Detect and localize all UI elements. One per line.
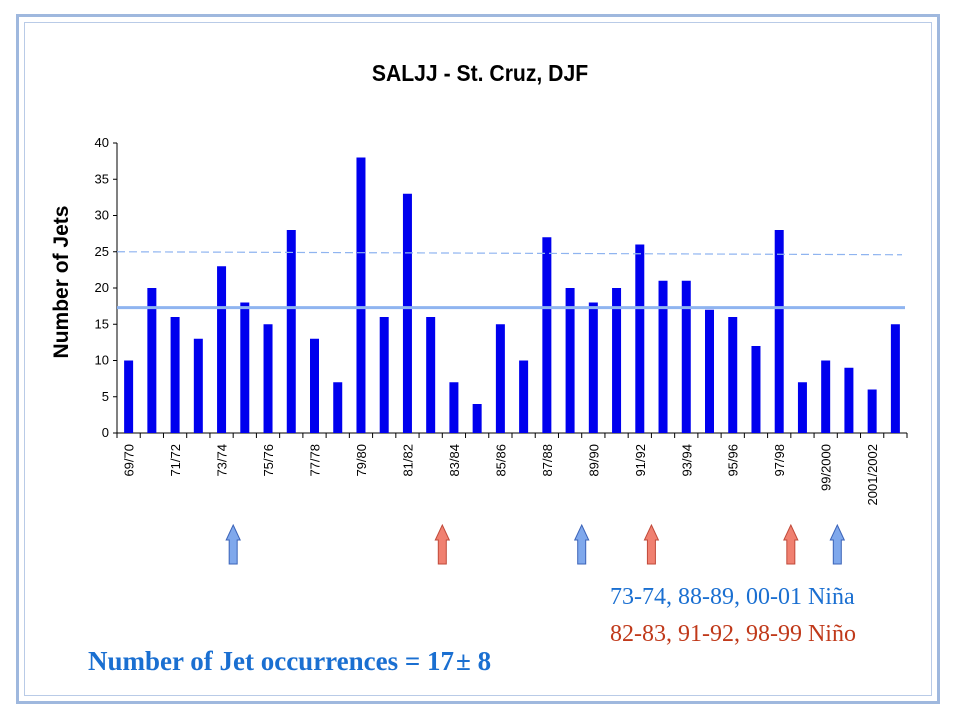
bar-95-96 [728, 317, 738, 433]
bar-90-91 [612, 288, 622, 433]
nino-legend-text: 82-83, 91-92, 98-99 Niño [610, 621, 856, 647]
bar-86-87 [519, 360, 529, 433]
bar-91-92 [635, 244, 645, 433]
bar-97-98 [774, 230, 784, 433]
bar-88-89 [565, 288, 575, 433]
x-tick-label: 73/74 [215, 444, 230, 477]
chart-title: SALJJ - St. Cruz, DJF [371, 60, 589, 86]
x-tick-label: 83/84 [447, 444, 462, 477]
bar-80-81 [379, 317, 389, 433]
upper-threshold-line [116, 251, 903, 256]
bar-93-94 [681, 280, 691, 433]
x-tick-label: 97/98 [772, 444, 787, 477]
nino-arrow-icon [643, 523, 660, 565]
bar-85-86 [495, 324, 505, 433]
x-tick-label: 77/78 [308, 444, 323, 477]
bar-77-78 [310, 338, 319, 433]
bar-73-74 [217, 266, 227, 433]
x-tick-label: 99/2000 [819, 444, 834, 491]
x-tick-label: 91/92 [633, 444, 648, 477]
bar-76-77 [286, 230, 296, 433]
nino-arrow-icon [434, 523, 451, 565]
plus-minus-sign: ± [456, 646, 471, 676]
x-tick-label: 89/90 [586, 444, 601, 477]
bar-94-95 [705, 309, 714, 433]
bar-69-70 [124, 360, 134, 433]
x-tick-label: 87/88 [540, 444, 555, 477]
y-tick-label: 20 [95, 280, 109, 295]
x-tick-label: 2001/2002 [865, 444, 880, 505]
y-tick-label: 35 [95, 171, 109, 186]
y-tick-label: 15 [95, 316, 109, 331]
y-tick-label: 0 [102, 425, 109, 440]
x-tick-label: 71/72 [168, 444, 183, 477]
bar-70-71 [147, 288, 157, 433]
bar-84-85 [472, 404, 482, 433]
summary-spread: 8 [470, 646, 492, 676]
y-tick-label: 40 [95, 135, 109, 150]
bar-71-72 [170, 317, 180, 433]
y-tick-label: 25 [95, 244, 109, 259]
bar-81-82 [402, 193, 412, 433]
bar-2001-2002 [867, 389, 877, 433]
nina-arrow-icon [573, 523, 590, 565]
x-tick-label: 95/96 [726, 444, 741, 477]
bar-89-90 [588, 302, 598, 433]
nina-arrow-icon [225, 523, 241, 565]
y-tick-label: 5 [102, 389, 109, 404]
bar-79-80 [356, 157, 366, 433]
summary-text: Number of Jet occurrences = 17 [88, 646, 455, 676]
bar-78-79 [333, 382, 343, 433]
bar-2000-01 [844, 367, 854, 433]
x-tick-label: 69/70 [122, 444, 137, 477]
x-tick-label: 75/76 [261, 444, 276, 477]
bar-99-2000 [821, 360, 831, 433]
slide-frame [16, 14, 940, 704]
bar-82-83 [426, 317, 436, 433]
x-tick-label: 81/82 [400, 444, 415, 477]
nina-arrow-icon [829, 523, 846, 565]
bar-74-75 [240, 302, 250, 433]
nina-legend-text: 73-74, 88-89, 00-01 Niña [610, 584, 855, 610]
bar-92-93 [658, 280, 668, 433]
bar-87-88 [542, 237, 552, 433]
nino-arrow-icon [783, 523, 799, 565]
jet-occurrence-summary: Number of Jet occurrences = 17± 8 [88, 646, 491, 677]
x-tick-label: 79/80 [354, 444, 369, 477]
bar-2002-03 [890, 324, 900, 433]
bar-75-76 [263, 324, 273, 433]
y-tick-label: 30 [95, 208, 109, 223]
x-tick-label: 93/94 [679, 444, 694, 477]
y-tick-label: 10 [95, 353, 109, 368]
bar-72-73 [193, 338, 203, 433]
bar-83-84 [449, 382, 459, 433]
bar-98-99 [797, 382, 807, 433]
slide-frame-inner [24, 22, 932, 696]
x-tick-label: 85/86 [493, 444, 508, 477]
bar-96-97 [751, 346, 761, 433]
